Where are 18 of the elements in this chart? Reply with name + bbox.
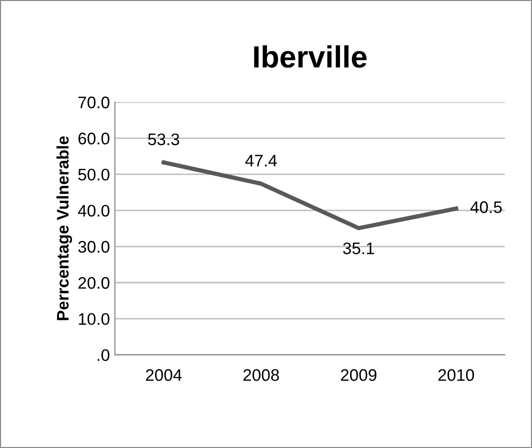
y-tick-label: 60.0 — [78, 132, 110, 144]
chart-title: Iberville — [254, 45, 367, 68]
y-tick-label: .0 — [98, 349, 110, 362]
data-label: 53.3 — [148, 133, 180, 146]
y-tick-label: 70.0 — [78, 96, 110, 108]
x-tick-label: 2008 — [243, 369, 279, 381]
data-label: 47.4 — [245, 154, 277, 166]
y-axis-title: Perrcentage Vulnerable — [56, 136, 72, 320]
y-tick-label: 10.0 — [78, 313, 110, 325]
data-label: 40.5 — [470, 201, 502, 214]
y-tick-label: 50.0 — [78, 168, 110, 181]
y-tick-label: 30.0 — [78, 240, 110, 253]
x-tick-label: 2010 — [438, 369, 474, 381]
y-tick-label: 40.0 — [78, 204, 110, 217]
y-tick-label: 20.0 — [78, 277, 110, 289]
x-tick-label: 2004 — [146, 369, 182, 381]
data-label: 35.1 — [343, 242, 374, 254]
x-tick-label: 2009 — [340, 369, 376, 381]
